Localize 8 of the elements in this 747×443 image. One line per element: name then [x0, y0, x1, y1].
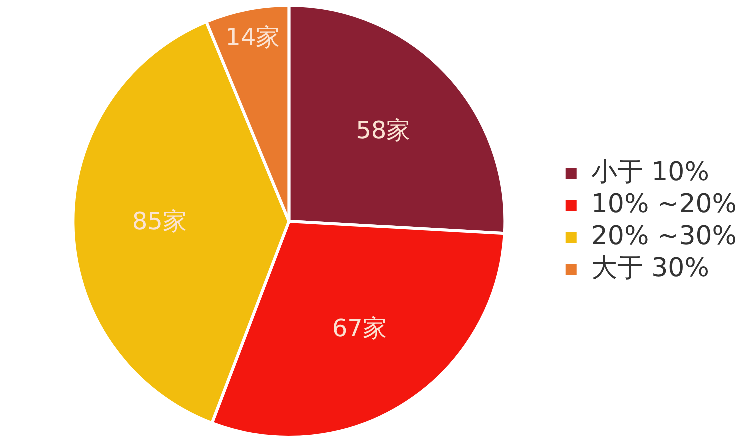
legend-label: 大于 30%	[591, 253, 710, 284]
data-label: 58家	[356, 116, 411, 145]
data-label: 85家	[132, 208, 187, 236]
data-label: 67家	[332, 314, 387, 342]
legend-label: 10% ~20%	[591, 189, 738, 220]
data-label: 14家	[226, 24, 280, 52]
legend-label: 20% ~30%	[591, 221, 738, 252]
legend-label: 小于 10%	[591, 157, 710, 188]
